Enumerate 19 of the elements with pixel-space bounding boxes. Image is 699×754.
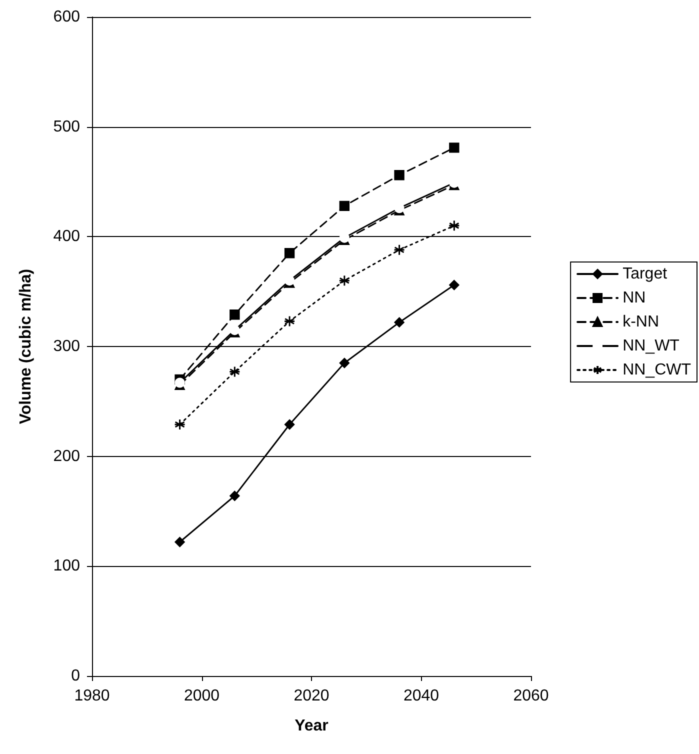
legend-label: Target bbox=[622, 266, 668, 282]
y-tick-label: 200 bbox=[53, 448, 80, 465]
y-tick-label: 500 bbox=[53, 118, 80, 136]
x-tick-label: 2020 bbox=[294, 688, 330, 704]
x-tick-label: 2060 bbox=[513, 688, 549, 704]
y-tick-label: 400 bbox=[53, 228, 80, 246]
y-axis-title: Volume (cubic m/ha) bbox=[18, 268, 34, 424]
legend-label: k-NN bbox=[622, 314, 659, 330]
legend-label: NN bbox=[622, 290, 646, 306]
x-tick-label: 2000 bbox=[184, 688, 220, 704]
y-tick-label: 0 bbox=[71, 668, 80, 684]
y-tick-label: 300 bbox=[53, 338, 80, 355]
y-tick-label: 600 bbox=[53, 8, 80, 26]
x-axis-title: Year bbox=[294, 718, 328, 734]
x-tick-label: 2040 bbox=[403, 688, 440, 704]
x-tick-label: 1980 bbox=[74, 688, 110, 704]
y-tick-label: 100 bbox=[53, 558, 80, 575]
legend-label: NN_CWT bbox=[622, 362, 692, 378]
legend-label: NN_WT bbox=[622, 338, 680, 354]
